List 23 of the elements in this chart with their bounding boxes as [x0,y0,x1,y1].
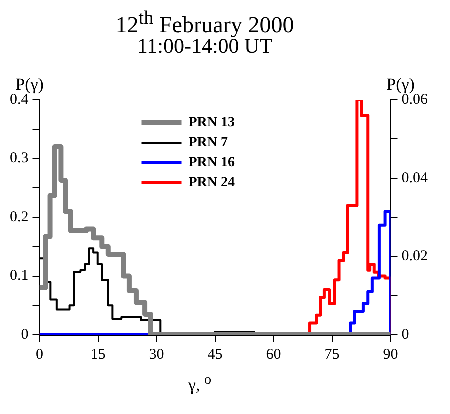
x-tick-label: 75 [324,346,340,363]
x-tick-label: 30 [149,346,164,363]
y2-tick-label: 0.04 [402,170,428,186]
y2-tick-label: 0 [402,326,410,343]
y2-axis-title: P(γ) [386,74,415,94]
legend-label: PRN 16 [188,156,236,171]
y2-tick-label: 0.02 [402,248,428,265]
chart-title: 12$^{th}$ February 2000 [114,7,296,39]
y-tick-label: 0.3 [10,150,29,167]
x-tick-label: 45 [208,346,223,363]
x-tick-label: 90 [383,346,398,363]
legend-label: PRN 24 [188,176,236,191]
x-tick-label: 60 [266,346,282,363]
y-tick-label: 0.4 [10,92,30,108]
y-tick-label: 0.2 [10,209,29,226]
y-axis-title: P(γ) [16,74,44,94]
y-tick-label: 0 [21,326,29,343]
legend-label: PRN 13 [188,116,236,131]
y-tick-label: 0.1 [10,268,29,284]
x-tick-label: 15 [90,346,106,363]
x-tick-label: 0 [36,346,44,363]
legend-label: PRN 7 [188,136,228,151]
x-axis-title: γ, $^{o}$ [187,371,213,396]
